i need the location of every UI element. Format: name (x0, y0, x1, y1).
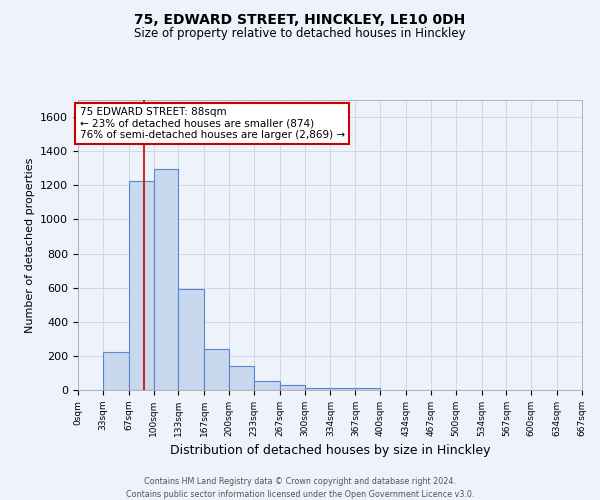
Bar (229, 366, 254, 390)
Bar (331, 388, 355, 390)
X-axis label: Distribution of detached houses by size in Hinckley: Distribution of detached houses by size … (170, 444, 490, 458)
Y-axis label: Number of detached properties: Number of detached properties (25, 158, 35, 332)
Bar (355, 388, 380, 390)
Text: 75 EDWARD STREET: 88sqm
← 23% of detached houses are smaller (874)
76% of semi-d: 75 EDWARD STREET: 88sqm ← 23% of detache… (80, 107, 344, 140)
Bar (178, 290, 204, 390)
Text: Size of property relative to detached houses in Hinckley: Size of property relative to detached ho… (134, 28, 466, 40)
Bar (103, 352, 128, 390)
Text: Contains HM Land Registry data © Crown copyright and database right 2024.: Contains HM Land Registry data © Crown c… (144, 478, 456, 486)
Bar (280, 385, 305, 390)
Bar (254, 380, 280, 390)
Bar (128, 181, 154, 390)
Bar (305, 388, 331, 390)
Text: 75, EDWARD STREET, HINCKLEY, LE10 0DH: 75, EDWARD STREET, HINCKLEY, LE10 0DH (134, 12, 466, 26)
Text: Contains public sector information licensed under the Open Government Licence v3: Contains public sector information licen… (126, 490, 474, 499)
Bar (204, 349, 229, 390)
Bar (154, 169, 178, 390)
